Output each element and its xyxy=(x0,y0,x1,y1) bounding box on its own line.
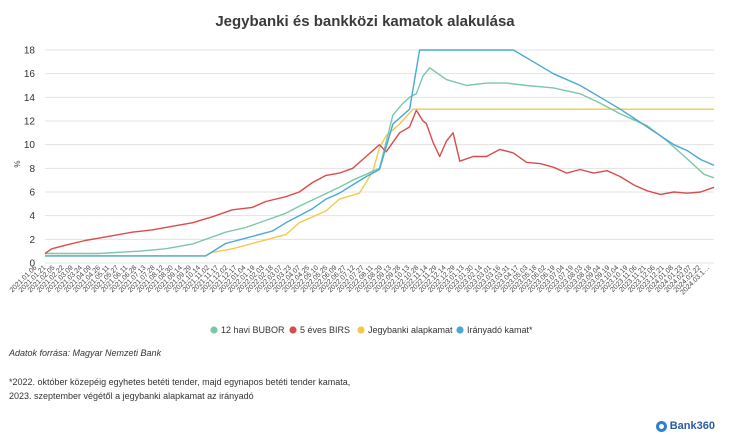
legend: 12 havi BUBOR 5 éves BIRS Jegybanki alapka… xyxy=(210,325,533,335)
y-tick-label: 8 xyxy=(29,164,35,175)
series-line xyxy=(44,109,715,255)
y-tick-label: 10 xyxy=(24,140,36,151)
legend-marker xyxy=(357,326,365,334)
series-line xyxy=(45,67,715,255)
series-lines xyxy=(44,49,715,257)
data-source-note: Adatok forrása: Magyar Nemzeti Bank xyxy=(9,348,162,358)
y-tick-label: 0 xyxy=(29,259,35,270)
y-tick-label: 16 xyxy=(24,69,36,80)
footnote-line-1: *2022. október közepéig egyhetes betéti … xyxy=(9,377,351,387)
legend-item[interactable]: Jegybanki alapkamat xyxy=(357,325,453,335)
bank360-logo-icon xyxy=(655,420,667,432)
y-tick-label: 14 xyxy=(24,93,36,104)
legend-item[interactable]: 12 havi BUBOR xyxy=(210,325,285,335)
series-line xyxy=(45,49,715,257)
y-tick-label: 12 xyxy=(24,117,36,128)
legend-marker xyxy=(456,326,464,334)
y-tick-label: 4 xyxy=(29,211,35,222)
y-axis-ticks: 0 2 4 6 8 10 12 14 16 18 xyxy=(24,46,36,270)
y-tick-label: 18 xyxy=(24,46,36,57)
legend-item[interactable]: 5 éves BIRS xyxy=(289,325,350,335)
y-tick-label: 2 xyxy=(29,235,35,246)
series-line xyxy=(45,108,714,257)
legend-marker xyxy=(210,326,218,334)
chart-title: Jegybanki és bankközi kamatok alakulása xyxy=(215,13,515,30)
legend-label: 12 havi BUBOR xyxy=(221,325,285,335)
brand-logo: Bank360 xyxy=(655,420,715,432)
legend-marker xyxy=(289,326,297,334)
legend-label: Irányadó kamat* xyxy=(467,325,533,335)
brand-name: Bank360 xyxy=(669,420,715,432)
legend-label: Jegybanki alapkamat xyxy=(368,325,453,335)
legend-label: 5 éves BIRS xyxy=(300,325,350,335)
footnote-line-2: 2023. szeptember végétől a jegybanki ala… xyxy=(9,391,254,401)
y-tick-label: 6 xyxy=(29,188,35,199)
legend-item[interactable]: Irányadó kamat* xyxy=(456,325,533,335)
y-axis-label: % xyxy=(13,160,22,167)
x-axis-ticks: 2021.01.062021.01.212021.02.052021.02.22… xyxy=(9,264,712,296)
